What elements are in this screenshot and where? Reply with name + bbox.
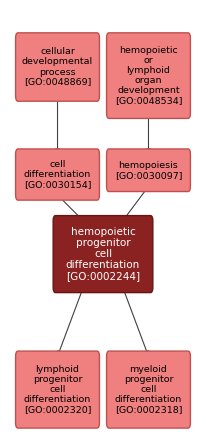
FancyBboxPatch shape — [16, 33, 99, 101]
Text: lymphoid
progenitor
cell
differentiation
[GO:0002320]: lymphoid progenitor cell differentiation… — [24, 365, 91, 414]
FancyBboxPatch shape — [107, 149, 190, 192]
FancyBboxPatch shape — [53, 215, 153, 293]
FancyBboxPatch shape — [107, 33, 190, 118]
Text: myeloid
progenitor
cell
differentiation
[GO:0002318]: myeloid progenitor cell differentiation … — [115, 365, 182, 414]
Text: hemopoiesis
[GO:0030097]: hemopoiesis [GO:0030097] — [115, 161, 182, 180]
FancyBboxPatch shape — [16, 351, 99, 428]
Text: hemopoietic
progenitor
cell
differentiation
[GO:0002244]: hemopoietic progenitor cell differentiat… — [66, 227, 140, 281]
FancyBboxPatch shape — [16, 149, 99, 200]
Text: cell
differentiation
[GO:0030154]: cell differentiation [GO:0030154] — [24, 160, 91, 189]
Text: cellular
developmental
process
[GO:0048869]: cellular developmental process [GO:00488… — [22, 47, 93, 86]
Text: hemopoietic
or
lymphoid
organ
development
[GO:0048534]: hemopoietic or lymphoid organ developmen… — [115, 46, 182, 105]
FancyBboxPatch shape — [107, 351, 190, 428]
